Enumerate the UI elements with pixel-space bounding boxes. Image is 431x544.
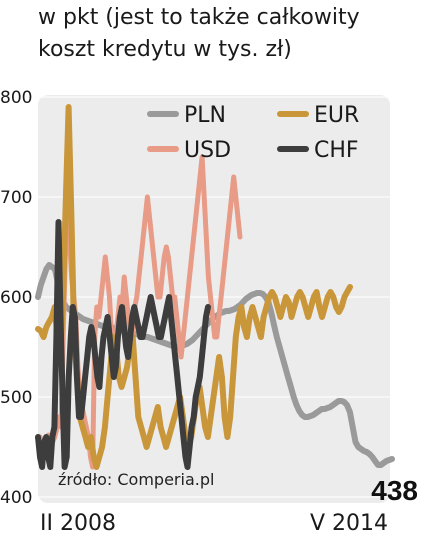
legend-label-chf: CHF [314,138,359,163]
series-layer [35,104,395,470]
y-tick-label-800: 800 [0,88,32,108]
legend: PLN USD EUR CHF [147,103,359,163]
series-line-chf [35,219,211,470]
x-axis-start-label: II 2008 [40,511,116,536]
x-axis-end-label: V 2014 [310,511,388,536]
y-axis-ticks: 400 500 600 700 800 [0,88,32,508]
legend-label-pln: PLN [184,103,226,128]
y-tick-label-500: 500 [0,388,32,408]
last-value-label: 438 [371,475,418,506]
y-tick-label-400: 400 [0,488,32,508]
source-note: źródło: Comperia.pl [58,470,214,489]
chart-caption-line-2: koszt kredytu w tys. zł) [38,37,292,62]
legend-label-usd: USD [184,138,231,163]
y-tick-label-600: 600 [0,288,32,308]
y-tick-label-700: 700 [0,188,32,208]
legend-label-eur: EUR [314,103,359,128]
chart-caption-line-1: w pkt (jest to także całkowity [38,5,360,30]
